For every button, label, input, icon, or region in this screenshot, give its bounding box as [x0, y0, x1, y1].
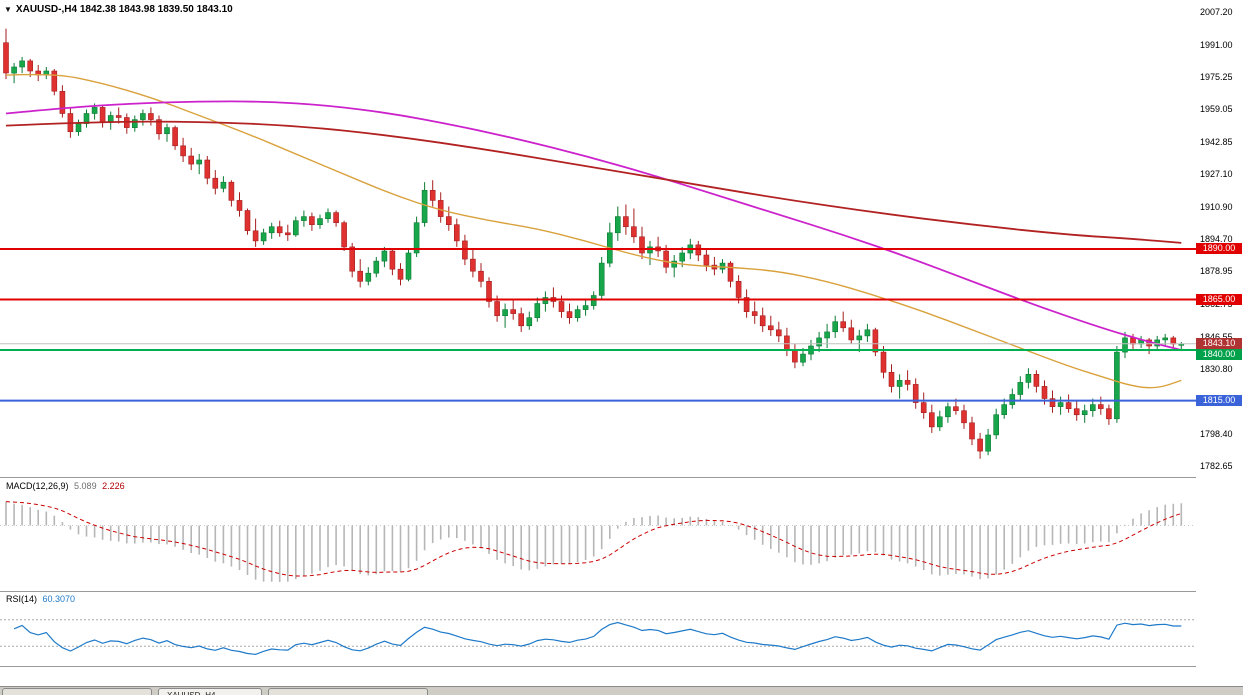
rsi-name: RSI(14)	[6, 594, 38, 604]
price-axis-label: 2007.20	[1200, 7, 1233, 17]
price-axis[interactable]: 2007.20 1991.00 1975.25 1959.05 1942.85 1927.…	[1196, 0, 1243, 667]
rsi-plot[interactable]	[0, 619, 1196, 656]
resistance-1865-badge: 1865.00	[1196, 294, 1242, 305]
rsi-line	[13, 621, 1182, 656]
symbol-dropdown-icon[interactable]: ▼	[4, 4, 12, 14]
price-axis-label: 1782.65	[1200, 461, 1233, 471]
time-axis[interactable]: 18 Apr 202219 Apr 16:0021 Apr 00:0022 Ap…	[0, 667, 1243, 686]
ma-fast-line	[5, 73, 1182, 389]
panel-separators	[0, 0, 1243, 667]
price-axis-label: 1846.55	[1200, 331, 1233, 342]
price-axis-label: 1991.00	[1200, 39, 1233, 50]
moving-averages	[5, 73, 1182, 389]
price-axis-label: 1975.25	[1200, 71, 1233, 82]
macd-indicator-label: MACD(12,26,9) 5.089 2.226	[6, 481, 125, 491]
price-axis-label: 1910.90	[1200, 201, 1233, 212]
chart-tab[interactable]	[268, 688, 428, 695]
candles-group[interactable]	[3, 28, 1185, 459]
chart-tabs-bar: XAUUSD-,H4	[0, 686, 1243, 695]
horizontal-lines[interactable]	[0, 248, 1196, 402]
current-price-badge: 1843.10	[1196, 338, 1242, 350]
rsi-value: 60.3070	[42, 594, 76, 604]
macd-plot[interactable]	[0, 501, 1196, 582]
price-axis-label: 1942.85	[1200, 137, 1233, 148]
macd-main-value: 5.089	[74, 481, 97, 491]
price-axis-label: 1959.05	[1200, 104, 1233, 115]
chart-tab[interactable]	[2, 688, 152, 695]
price-axis-label: 1894.70	[1200, 234, 1233, 245]
resistance-1890-badge: 1890.00	[1196, 243, 1242, 255]
macd-signal-value: 2.226	[102, 481, 125, 491]
price-axis-label: 1927.10	[1200, 168, 1233, 179]
chart-title-bar: ▼ XAUUSD-,H4 1842.38 1843.98 1839.50 184…	[4, 4, 233, 15]
macd-signal-line	[5, 501, 1182, 577]
macd-name: MACD(12,26,9)	[6, 481, 69, 491]
ma-slow-line	[5, 120, 1182, 244]
rsi-indicator-label: RSI(14) 60.3070	[6, 594, 75, 604]
chart-tab-active[interactable]: XAUUSD-,H4	[158, 688, 262, 695]
price-axis-label: 1830.80	[1200, 363, 1233, 374]
chart-title-text: XAUUSD-,H4 1842.38 1843.98 1839.50 1843.…	[15, 4, 233, 15]
support-1815-badge: 1815.00	[1196, 395, 1242, 407]
support-1840-badge: 1840.00	[1196, 349, 1242, 361]
price-axis-label: 1798.40	[1200, 429, 1233, 440]
ma-mid-line	[5, 100, 1182, 351]
price-axis-label: 1878.95	[1200, 266, 1233, 277]
